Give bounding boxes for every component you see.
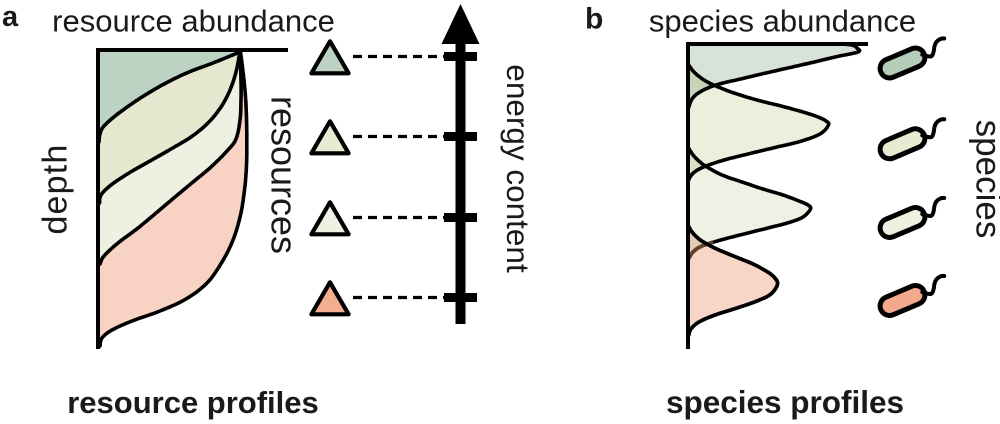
svg-text:resources: resources bbox=[264, 96, 305, 254]
svg-text:resource abundance: resource abundance bbox=[52, 4, 335, 39]
svg-text:b: b bbox=[585, 3, 603, 36]
svg-text:resource profiles: resource profiles bbox=[67, 385, 319, 420]
svg-text:species profiles: species profiles bbox=[666, 384, 904, 420]
svg-text:energy content: energy content bbox=[500, 64, 536, 273]
svg-text:a: a bbox=[2, 1, 19, 33]
svg-text:species: species bbox=[969, 120, 1000, 239]
svg-text:species abundance: species abundance bbox=[649, 4, 916, 39]
svg-text:depth: depth bbox=[37, 143, 75, 234]
